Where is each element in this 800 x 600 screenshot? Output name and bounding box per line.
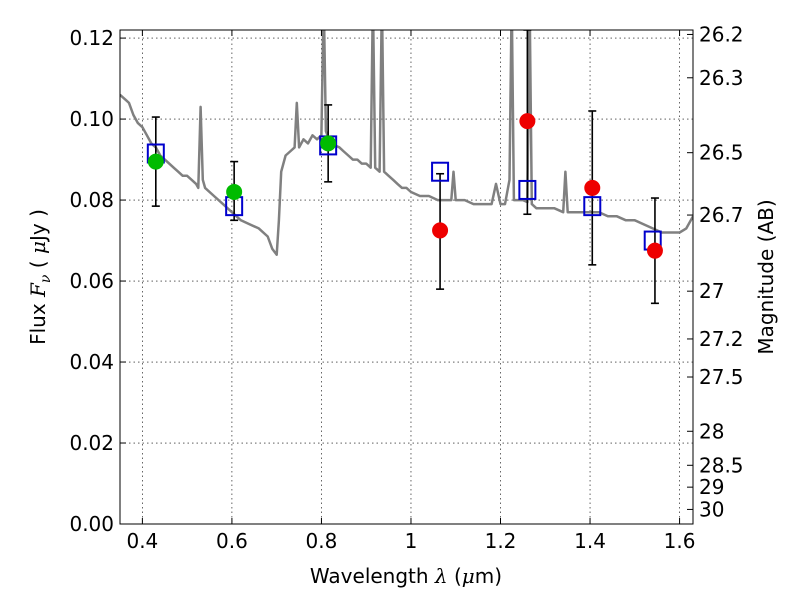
mag-tick-label: 27 (699, 279, 724, 303)
mag-tick-label: 26.7 (699, 203, 744, 227)
mag-tick-label: 27.2 (699, 327, 744, 351)
y-tick-label: 0.10 (69, 107, 114, 131)
y-tick-label: 0.08 (69, 188, 114, 212)
mag-tick-label: 28.5 (699, 453, 744, 477)
plot-frame (119, 29, 694, 525)
mag-tick-label: 28 (699, 419, 724, 443)
mag-tick-label: 30 (699, 497, 724, 521)
x-tick-label: 0.8 (306, 529, 338, 553)
spectrum-line (120, 30, 693, 256)
plot-area (120, 30, 693, 305)
x-tick-label: 1.2 (485, 529, 517, 553)
mag-tick-label: 26.2 (699, 22, 744, 46)
x-tick-label: 1.6 (664, 529, 696, 553)
y-tick-label: 0.04 (69, 350, 114, 374)
model-square (518, 179, 537, 200)
observed-point (226, 183, 243, 200)
observed-point (584, 179, 601, 196)
y-tick-label: 0.00 (69, 512, 114, 536)
x-tick-label: 0.4 (126, 529, 158, 553)
observed-point (519, 113, 536, 130)
y-tick-label: 0.12 (69, 26, 114, 50)
x-tick-label: 1.4 (574, 529, 606, 553)
model-square (431, 161, 450, 182)
model-square (583, 196, 602, 217)
y-tick-label: 0.02 (69, 431, 114, 455)
y-tick-label: 0.06 (69, 269, 114, 293)
mag-tick-label: 26.3 (699, 66, 744, 90)
observed-point (320, 135, 337, 152)
axis-ticks: 0.4 0.6 0.8 1 1.2 1.4 1.6 0.00 0.02 0.04 0.06 0.08 0… (69, 22, 743, 553)
y-axis-label: Flux Fν ( μJy ) (26, 209, 54, 345)
observed-point (147, 153, 164, 170)
observed-point (646, 242, 663, 259)
x-tick-label: 0.6 (216, 529, 248, 553)
x-tick-label: 1 (405, 529, 418, 553)
mag-tick-label: 27.5 (699, 365, 744, 389)
x-axis-label: Wavelength λ (μm) (310, 564, 502, 588)
mag-tick-label: 29 (699, 475, 724, 499)
magnitude-axis-label: Magnitude (AB) (754, 199, 778, 354)
mag-tick-label: 26.5 (699, 141, 744, 165)
observed-point (432, 222, 449, 239)
